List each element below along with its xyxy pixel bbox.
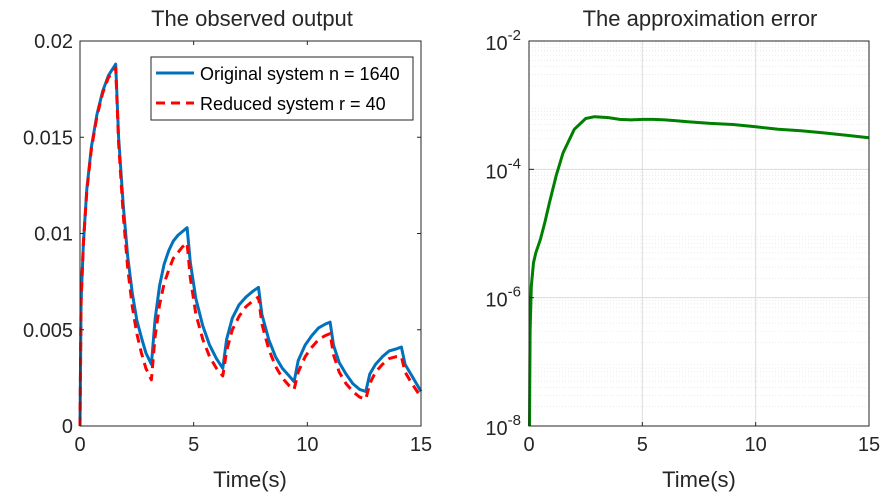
- right-xtick-label: 15: [858, 434, 880, 456]
- right-xtick-label: 5: [637, 434, 648, 456]
- right-ticks: 0 5 10 15 10-8 10-6 10-4 10-2: [485, 27, 880, 456]
- legend-label-reduced: Reduced system r = 40: [200, 94, 386, 114]
- right-axes-box: [528, 40, 870, 427]
- right-xlabel: Time(s): [662, 467, 736, 492]
- left-xtick-label: 0: [74, 434, 85, 456]
- right-ytick-label: 10-8: [485, 412, 521, 440]
- legend-box: [150, 56, 414, 121]
- left-ytick-label: 0.005: [23, 320, 73, 342]
- right-plot-area: [529, 41, 869, 426]
- left-xtick-label: 10: [296, 434, 318, 456]
- left-series-lines: [78, 62, 423, 427]
- left-ytick-label: 0.02: [34, 31, 73, 53]
- legend-label-original: Original system n = 1640: [200, 64, 400, 84]
- series-error-line: [528, 115, 870, 427]
- right-ytick-label: 10-4: [485, 155, 521, 183]
- legend: Original system n = 1640 Reduced system …: [150, 56, 414, 121]
- left-xlabel: Time(s): [213, 467, 287, 492]
- left-chart: The observed output 0 5 10 15 0 0.005 0.01 0.01…: [23, 6, 432, 492]
- left-ticks: 0 5 10 15 0 0.005 0.01 0.015 0.02: [23, 31, 432, 456]
- right-series-lines: [528, 115, 870, 427]
- left-ytick-label: 0.01: [34, 224, 73, 246]
- right-ytick-label: 10-2: [485, 27, 521, 55]
- left-xtick-label: 15: [410, 434, 432, 456]
- right-ytick-label: 10-6: [485, 284, 521, 312]
- right-chart: The approximation error 0 5 10 15 10-8 10-6 10…: [485, 6, 880, 492]
- left-ytick-label: 0: [62, 416, 73, 438]
- series-reduced-line: [78, 66, 423, 427]
- right-chart-title: The approximation error: [583, 6, 818, 31]
- right-xtick-label: 0: [523, 434, 534, 456]
- left-ytick-label: 0.015: [23, 127, 73, 149]
- left-xtick-label: 5: [188, 434, 199, 456]
- right-xtick-label: 10: [745, 434, 767, 456]
- left-chart-title: The observed output: [151, 6, 353, 31]
